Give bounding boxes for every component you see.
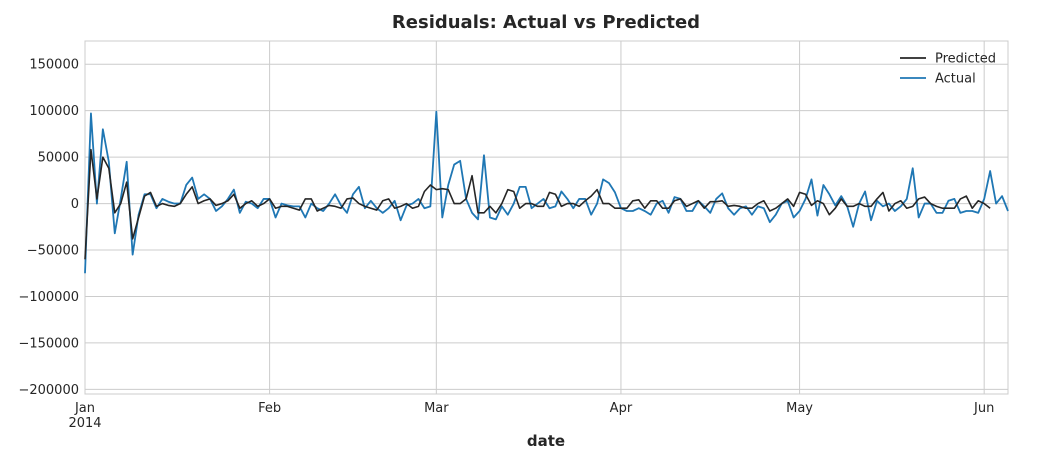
series-lines <box>84 110 1009 274</box>
series-line-predicted <box>84 148 991 260</box>
y-tick-label: −150000 <box>18 336 79 351</box>
grid-lines <box>84 41 1008 394</box>
plot-area <box>84 40 1009 395</box>
y-tick-label: 150000 <box>29 58 79 73</box>
x-tick-label: Jun <box>973 401 994 416</box>
x-axis-label: date <box>527 432 565 450</box>
y-tick-label: −200000 <box>18 383 79 398</box>
y-tick-label: 50000 <box>38 151 79 166</box>
x-tick-label: Apr <box>610 401 633 416</box>
legend-label-actual: Actual <box>935 72 976 87</box>
x-tick-year-label: 2014 <box>68 416 101 431</box>
y-axis-ticks: 150000 100000 50000 0 −50000 −100000 −150000 −2… <box>18 58 79 398</box>
y-tick-label: −100000 <box>18 290 79 305</box>
x-tick-label: Feb <box>258 401 281 416</box>
x-tick-label: Jan <box>74 401 95 416</box>
legend: Predicted Actual <box>900 52 996 87</box>
legend-label-predicted: Predicted <box>935 52 996 67</box>
x-tick-label: Mar <box>424 401 449 416</box>
y-tick-label: −50000 <box>27 244 79 259</box>
y-tick-label: 0 <box>71 197 79 212</box>
chart-title: Residuals: Actual vs Predicted <box>392 12 700 33</box>
x-tick-label: May <box>786 401 813 416</box>
series-line-actual <box>84 110 1009 274</box>
y-tick-label: 100000 <box>29 104 79 119</box>
